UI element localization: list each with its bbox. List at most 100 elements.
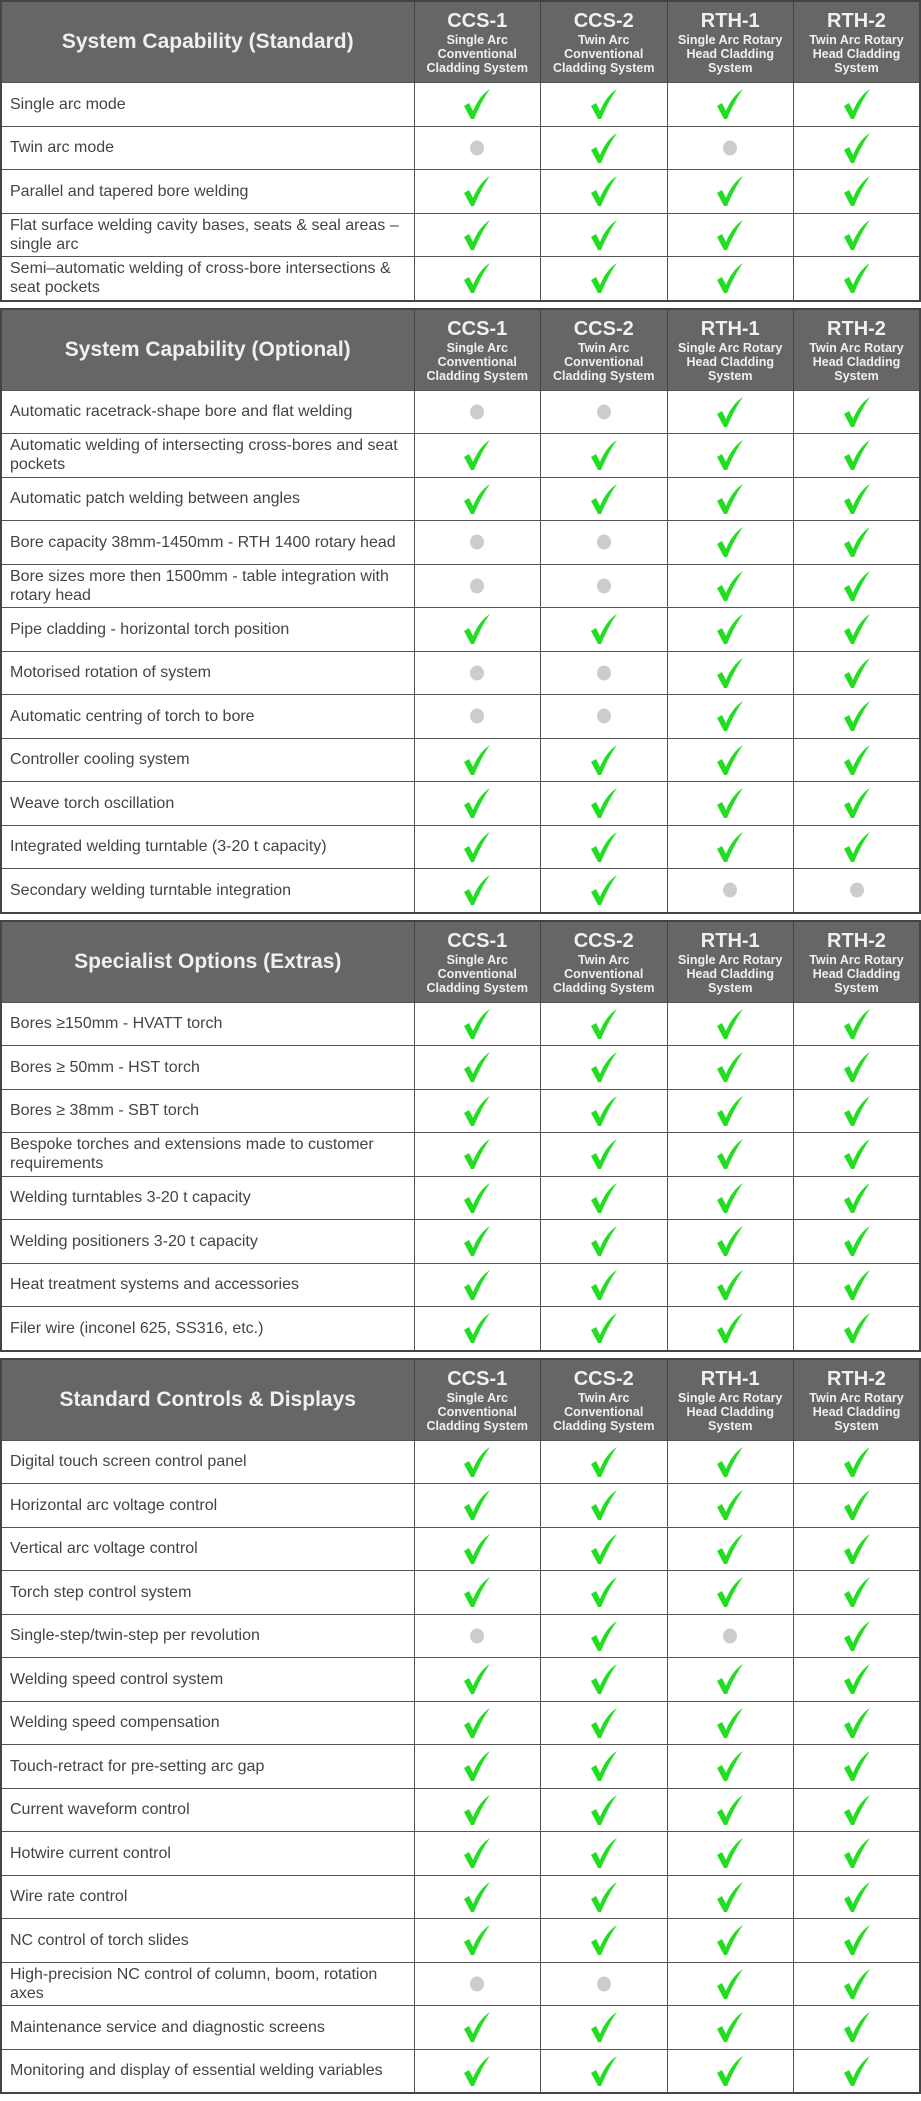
check-icon: [589, 1490, 619, 1521]
feature-available: [666, 1483, 794, 1527]
system-description: Single Arc Conventional Cladding System: [426, 340, 528, 383]
check-icon: [462, 1446, 492, 1477]
grey-dot-icon: [849, 881, 865, 898]
feature-available: [793, 1961, 920, 2006]
table-row: Weave torch oscillation: [1, 781, 920, 825]
feature-available: [413, 212, 541, 257]
feature-available: [413, 2005, 541, 2049]
feature-available: [540, 1045, 667, 1089]
table-header: Specialist Options (Extras) CCS-1 Single A…: [1, 920, 920, 1002]
feature-label: High-precision NC control of column, boo…: [1, 1961, 414, 2006]
check-icon: [715, 1881, 745, 1912]
feature-unavailable: [540, 650, 667, 695]
grey-dot-icon: [722, 881, 738, 898]
check-icon: [715, 788, 745, 819]
check-icon: [842, 1008, 872, 1039]
feature-available: [666, 169, 794, 213]
feature-label: Bespoke torches and extensions made to c…: [1, 1132, 414, 1176]
check-icon: [842, 89, 872, 120]
system-code: CCS-1: [447, 1367, 508, 1390]
table-header: System Capability (Optional) CCS-1 Single …: [1, 308, 920, 390]
check-icon: [462, 1095, 492, 1126]
feature-available: [793, 1787, 920, 1832]
system-description: Twin Arc Rotary Head Cladding System: [809, 33, 904, 75]
system-description: Single Arc Rotary Head Cladding System: [678, 33, 783, 75]
feature-available: [793, 1657, 920, 1701]
check-icon: [715, 89, 745, 120]
feature-label: Weave torch oscillation: [1, 781, 414, 825]
check-icon: [589, 2012, 619, 2043]
check-icon: [842, 1446, 872, 1477]
feature-available: [666, 1219, 794, 1263]
feature-label: Integrated welding turntable (3-20 t cap…: [1, 824, 414, 869]
table-row: Hotwire current control: [1, 1831, 920, 1875]
feature-label: Motorised rotation of system: [1, 650, 414, 695]
grey-dot-icon: [596, 403, 612, 420]
table-row: Filer wire (inconel 625, SS316, etc.): [1, 1306, 920, 1351]
feature-available: [540, 1657, 667, 1701]
feature-available: [413, 1657, 541, 1701]
feature-available: [793, 824, 920, 869]
feature-available: [413, 1306, 541, 1351]
feature-available: [540, 212, 667, 257]
feature-label: Heat treatment systems and accessories: [1, 1262, 414, 1307]
system-code: RTH-1: [700, 929, 760, 952]
section-title: System Capability (Standard): [1, 1, 414, 83]
section-title: System Capability (Optional): [1, 308, 414, 390]
feature-label: Torch step control system: [1, 1570, 414, 1614]
feature-available: [413, 607, 541, 651]
feature-label: Bores ≥ 50mm - HST torch: [1, 1045, 414, 1089]
check-icon: [842, 1794, 872, 1825]
feature-label: Single-step/twin-step per revolution: [1, 1613, 414, 1658]
feature-available: [666, 476, 794, 521]
column-header: CCS-1 Single Arc Conventional Cladding Sy…: [413, 1358, 541, 1440]
system-description: Twin Arc Conventional Cladding System: [553, 340, 655, 383]
column-header: RTH-1 Single Arc Rotary Head Cladding Sys…: [666, 308, 794, 390]
system-description: Single Arc Conventional Cladding System: [426, 952, 528, 995]
grey-dot-icon: [469, 1975, 485, 1992]
grey-dot-icon: [596, 533, 612, 550]
feature-available: [540, 868, 667, 913]
feature-available: [540, 82, 667, 126]
feature-available: [666, 1831, 794, 1875]
check-icon: [842, 1095, 872, 1126]
table-row: NC control of torch slides: [1, 1918, 920, 1962]
feature-label: NC control of torch slides: [1, 1918, 414, 1962]
feature-available: [540, 1570, 667, 1614]
feature-label: Automatic racetrack-shape bore and flat …: [1, 389, 414, 434]
check-icon: [842, 701, 872, 732]
column-header: CCS-1 Single Arc Conventional Cladding Sy…: [413, 1, 541, 83]
check-icon: [589, 1533, 619, 1564]
feature-unavailable: [540, 520, 667, 564]
check-icon: [715, 527, 745, 558]
feature-available: [413, 1439, 541, 1484]
feature-available: [413, 1132, 541, 1176]
check-icon: [462, 1577, 492, 1608]
system-code: CCS-2: [573, 1367, 634, 1390]
feature-available: [793, 1483, 920, 1527]
feature-label: Digital touch screen control panel: [1, 1439, 414, 1484]
feature-available: [666, 1001, 794, 1046]
table-row: Secondary welding turntable integration: [1, 868, 920, 913]
feature-available: [540, 1874, 667, 1919]
feature-available: [413, 1570, 541, 1614]
feature-available: [793, 781, 920, 825]
system-code: CCS-2: [573, 10, 634, 32]
feature-available: [666, 1570, 794, 1614]
feature-label: Current waveform control: [1, 1787, 414, 1832]
check-icon: [715, 483, 745, 514]
grey-dot-icon: [469, 707, 485, 724]
feature-available: [793, 389, 920, 434]
feature-available: [666, 212, 794, 257]
check-icon: [462, 483, 492, 514]
system-code: CCS-2: [573, 317, 634, 340]
check-icon: [589, 176, 619, 207]
check-icon: [589, 1794, 619, 1825]
feature-available: [540, 1001, 667, 1046]
check-icon: [462, 1533, 492, 1564]
check-icon: [589, 1707, 619, 1738]
check-icon: [462, 89, 492, 120]
table-header: Standard Controls & Displays CCS-1 Single …: [1, 1358, 920, 1440]
feature-available: [540, 1918, 667, 1962]
feature-label: Bores ≥150mm - HVATT torch: [1, 1001, 414, 1046]
